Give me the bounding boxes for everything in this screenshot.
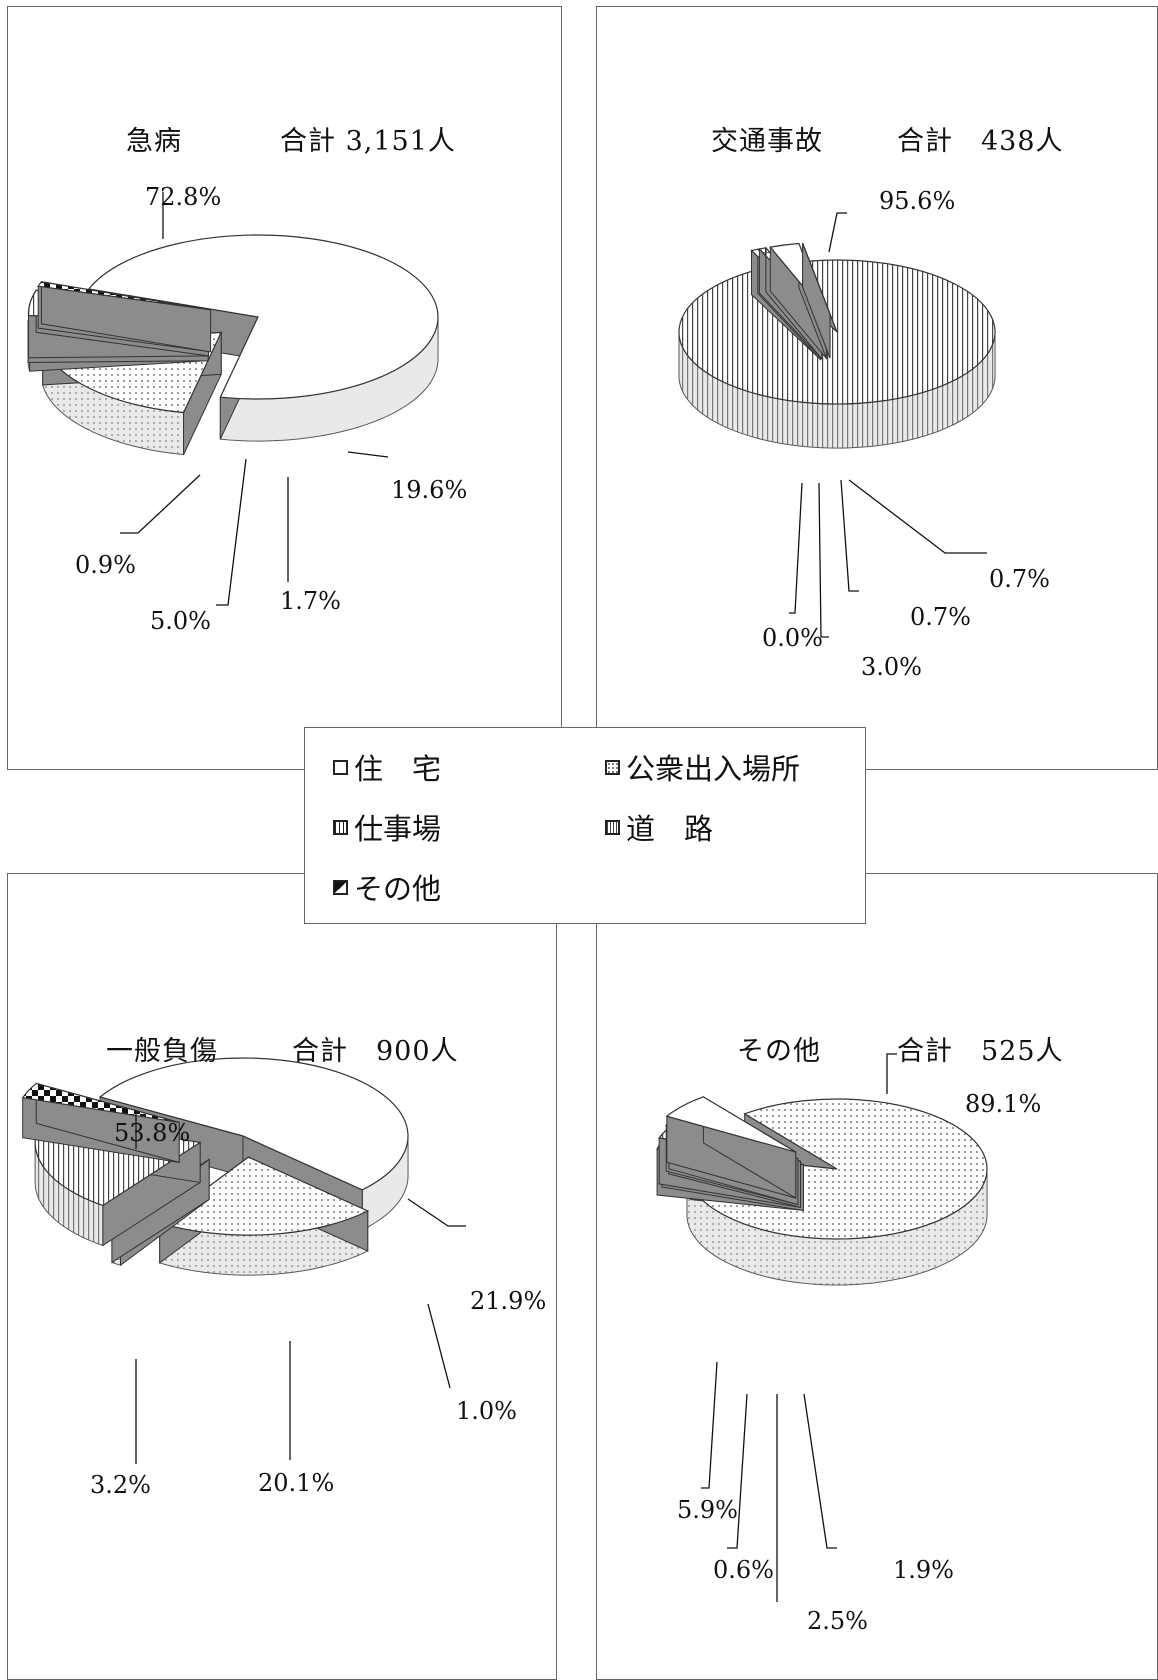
leader-line [789, 482, 803, 614]
legend-swatch-grid-icon [333, 819, 348, 835]
legend-item-doro: 道 路 [605, 806, 713, 848]
leader-line [701, 1361, 718, 1489]
label-sonota: 0.0% [762, 624, 823, 652]
legend-item-jutaku: 住 宅 [333, 746, 441, 788]
pie-slice [665, 1095, 797, 1199]
label-koshu: 0.7% [989, 565, 1050, 593]
legend-label: 公衆出入場所 [626, 752, 801, 786]
pie-slice [158, 1156, 370, 1276]
pie-sonota [656, 1053, 988, 1602]
chart-total: 合計 3,151人 [280, 126, 456, 157]
leader-line [818, 482, 829, 638]
chart-title: 一般負傷 [106, 1036, 218, 1067]
label-jutaku: 5.9% [677, 1496, 738, 1524]
chart-panel-kyubyo: 急病 合計 3,151人 72.8% 19.6% 1.7% 5.0% 0.9% [7, 6, 562, 770]
legend-item-shigotoba: 仕事場 [333, 806, 441, 848]
chart-legend: 住 宅 公衆出入場所 仕事場 道 路 その他 [304, 727, 866, 924]
leader-line [427, 1303, 451, 1389]
leader-line [848, 479, 987, 554]
legend-item-koshu: 公衆出入場所 [605, 746, 800, 788]
label-doro: 20.1% [258, 1469, 335, 1497]
label-shigotoba: 1.7% [280, 587, 341, 615]
chart-total: 合計 438人 [897, 126, 1064, 157]
pie-kyubyo [27, 192, 439, 606]
label-sonota: 3.2% [90, 1471, 151, 1499]
legend-swatch-vlines-icon [605, 819, 620, 835]
label-shigotoba: 1.9% [893, 1556, 954, 1584]
label-doro: 5.0% [150, 607, 211, 635]
legend-label: 道 路 [626, 812, 714, 846]
label-koshu: 89.1% [965, 1090, 1042, 1118]
label-doro: 95.6% [879, 187, 956, 215]
legend-item-sonota: その他 [333, 866, 441, 908]
pie-slice [678, 259, 996, 449]
label-jutaku: 3.0% [861, 653, 922, 681]
pie-slice [21, 1082, 180, 1164]
label-jutaku: 72.8% [145, 183, 222, 211]
label-koshu: 19.6% [391, 476, 468, 504]
leader-line [828, 212, 847, 253]
pie-slice [37, 281, 212, 353]
chart-total: 合計 900人 [292, 1036, 459, 1067]
leader-line [216, 458, 247, 606]
pie-ippanfusho [21, 1057, 466, 1464]
pie-kotsujiko [678, 212, 996, 638]
leader-line [120, 474, 201, 534]
leader-line [886, 1053, 897, 1094]
label-koshu: 21.9% [470, 1287, 547, 1315]
leader-line [407, 1198, 466, 1227]
label-sonota: 0.6% [713, 1556, 774, 1584]
label-shigotoba: 0.7% [910, 603, 971, 631]
leader-line [840, 479, 859, 592]
legend-swatch-dark-icon [333, 879, 348, 895]
leader-line [803, 1393, 837, 1549]
pie-slice [802, 242, 831, 359]
label-sonota: 0.9% [75, 551, 136, 579]
legend-label: 仕事場 [354, 812, 442, 846]
chart-title: 急病 [126, 126, 182, 157]
chart-total: 合計 525人 [897, 1036, 1064, 1067]
chart-panel-sonota: その他 合計 525人 89.1% 1.9% 2.5% 0.6% 5.9% [596, 873, 1158, 1680]
chart-title: その他 [737, 1036, 821, 1067]
legend-label: 住 宅 [354, 752, 442, 786]
label-shigotoba: 1.0% [456, 1397, 517, 1425]
leader-line [727, 1393, 748, 1549]
legend-swatch-dots-icon [605, 759, 620, 775]
chart-panel-ippanfusho: 一般負傷 合計 900人 53.8% 21.9% 1.0% 20.1% 3.2% [7, 873, 557, 1680]
legend-label: その他 [354, 872, 442, 906]
leader-line [347, 451, 389, 458]
label-doro: 2.5% [807, 1607, 868, 1635]
label-jutaku: 53.8% [114, 1119, 191, 1147]
legend-swatch-plain-icon [333, 759, 348, 775]
chart-title: 交通事故 [711, 126, 823, 157]
chart-panel-kotsujiko: 交通事故 合計 438人 95.6% 0.7% 0.7% 3.0% 0.0% [596, 6, 1158, 770]
